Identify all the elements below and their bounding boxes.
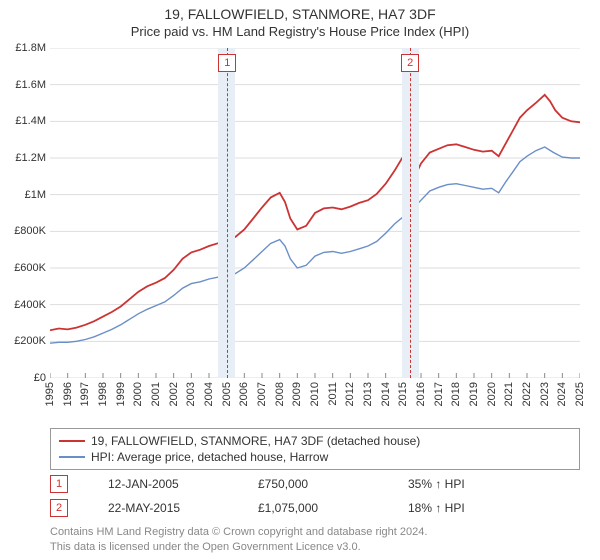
page-subtitle: Price paid vs. HM Land Registry's House … — [0, 22, 600, 45]
x-tick-label: 2002 — [168, 382, 180, 406]
x-tick-label: 2011 — [327, 382, 339, 406]
x-tick-label: 2012 — [344, 382, 356, 406]
chart-svg — [50, 48, 580, 378]
event-date: 22-MAY-2015 — [108, 501, 218, 515]
legend-swatch — [59, 440, 85, 442]
x-tick-label: 2010 — [309, 382, 321, 406]
page-title: 19, FALLOWFIELD, STANMORE, HA7 3DF — [0, 0, 600, 22]
x-tick-label: 2000 — [132, 382, 144, 406]
event-price: £750,000 — [258, 477, 368, 491]
x-tick-label: 2003 — [185, 382, 197, 406]
y-tick-label: £200K — [14, 335, 46, 347]
event-vline — [227, 48, 228, 378]
x-tick-label: 2023 — [539, 382, 551, 406]
event-date: 12-JAN-2005 — [108, 477, 218, 491]
x-tick-label: 2022 — [521, 382, 533, 406]
y-tick-label: £1M — [25, 189, 46, 201]
x-tick-label: 2016 — [415, 382, 427, 406]
x-tick-label: 1997 — [79, 382, 91, 406]
x-tick-label: 2013 — [362, 382, 374, 406]
chart: £0£200K£400K£600K£800K£1M£1.2M£1.4M£1.6M… — [50, 48, 580, 378]
x-tick-label: 2006 — [238, 382, 250, 406]
x-tick-label: 2005 — [221, 382, 233, 406]
event-row: 1 12-JAN-2005 £750,000 35% ↑ HPI — [50, 472, 580, 496]
footer-line: This data is licensed under the Open Gov… — [50, 540, 580, 554]
x-tick-label: 1998 — [97, 382, 109, 406]
x-tick-label: 2004 — [203, 382, 215, 406]
event-delta: 18% ↑ HPI — [408, 501, 518, 515]
events-table: 1 12-JAN-2005 £750,000 35% ↑ HPI 2 22-MAY-201… — [50, 472, 580, 520]
footer-attribution: Contains HM Land Registry data © Crown c… — [50, 525, 580, 554]
x-tick-label: 2019 — [468, 382, 480, 406]
x-tick-label: 1996 — [62, 382, 74, 406]
x-tick-label: 2017 — [433, 382, 445, 406]
legend: 19, FALLOWFIELD, STANMORE, HA7 3DF (deta… — [50, 428, 580, 470]
event-callout-badge: 2 — [401, 54, 419, 72]
y-tick-label: £1.4M — [15, 115, 46, 127]
x-tick-label: 2008 — [274, 382, 286, 406]
x-tick-label: 2007 — [256, 382, 268, 406]
y-tick-label: £800K — [14, 225, 46, 237]
x-tick-label: 2014 — [380, 382, 392, 406]
x-tick-label: 2015 — [397, 382, 409, 406]
x-tick-label: 2018 — [450, 382, 462, 406]
series-property — [50, 95, 580, 330]
x-tick-label: 1995 — [44, 382, 56, 406]
event-vline — [410, 48, 411, 378]
x-tick-label: 2001 — [150, 382, 162, 406]
x-tick-label: 2009 — [291, 382, 303, 406]
y-tick-label: £1.8M — [15, 42, 46, 54]
y-tick-label: £400K — [14, 299, 46, 311]
y-tick-label: £1.2M — [15, 152, 46, 164]
x-tick-label: 2020 — [486, 382, 498, 406]
x-tick-label: 2021 — [503, 382, 515, 406]
event-callout-badge: 1 — [218, 54, 236, 72]
legend-swatch — [59, 456, 85, 458]
event-delta: 35% ↑ HPI — [408, 477, 518, 491]
y-tick-label: £600K — [14, 262, 46, 274]
series-hpi — [50, 147, 580, 343]
legend-label: HPI: Average price, detached house, Harr… — [91, 450, 328, 464]
x-tick-label: 1999 — [115, 382, 127, 406]
legend-label: 19, FALLOWFIELD, STANMORE, HA7 3DF (deta… — [91, 434, 420, 448]
event-badge: 1 — [50, 475, 68, 493]
x-tick-label: 2024 — [556, 382, 568, 406]
event-badge: 2 — [50, 499, 68, 517]
legend-item: 19, FALLOWFIELD, STANMORE, HA7 3DF (deta… — [59, 433, 571, 449]
y-tick-label: £1.6M — [15, 79, 46, 91]
event-row: 2 22-MAY-2015 £1,075,000 18% ↑ HPI — [50, 496, 580, 520]
footer-line: Contains HM Land Registry data © Crown c… — [50, 525, 580, 539]
x-tick-label: 2025 — [574, 382, 586, 406]
legend-item: HPI: Average price, detached house, Harr… — [59, 449, 571, 465]
event-price: £1,075,000 — [258, 501, 368, 515]
